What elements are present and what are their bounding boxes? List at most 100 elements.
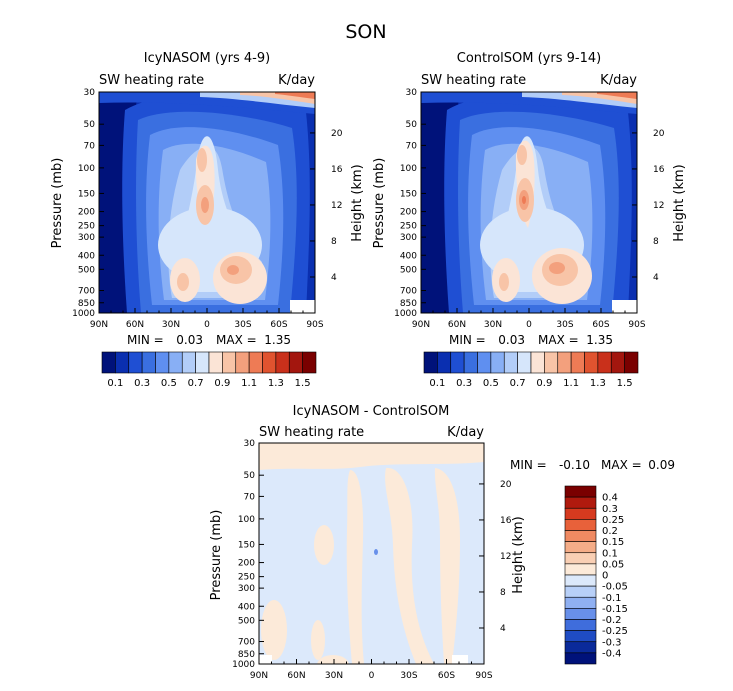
axes: 90N 60N 30N 0 30S 60S 90S 30 50 70 100 150 200 250300… bbox=[394, 88, 665, 330]
height-tick-label: 20 bbox=[653, 129, 665, 139]
max-value: 1.35 bbox=[264, 333, 291, 347]
colorbar-label: 0.5 bbox=[483, 378, 499, 389]
variable-label: SW heating rate bbox=[421, 73, 526, 88]
panel-controlsom: ControlSOM (yrs 9-14) SW heating rate K/… bbox=[372, 51, 687, 389]
y-tick-label: 100 bbox=[238, 515, 255, 525]
panel-difference: IcyNASOM - ControlSOM SW heating rate K/… bbox=[209, 404, 675, 681]
panel-icynasom: IcyNASOM (yrs 4-9) SW heating rate K/day… bbox=[50, 51, 365, 389]
colorbar-swatch bbox=[208, 351, 223, 374]
y-tick-label: 30 bbox=[406, 88, 418, 98]
colorbar-swatch bbox=[564, 496, 597, 509]
colorbar-label: 0.7 bbox=[510, 378, 526, 389]
max-label: MAX = bbox=[538, 333, 579, 347]
colorbar-swatch bbox=[544, 351, 559, 374]
colorbar-label: 0.1 bbox=[602, 548, 618, 559]
contour-fill bbox=[259, 443, 484, 664]
units-label: K/day bbox=[278, 73, 315, 88]
colorbar-swatch bbox=[235, 351, 250, 374]
x-tick-label: 0 bbox=[369, 671, 375, 681]
colorbar-swatch bbox=[195, 351, 210, 374]
height-tick-label: 4 bbox=[500, 624, 506, 634]
colorbar-swatch bbox=[564, 574, 597, 587]
x-tick-label: 90N bbox=[90, 320, 108, 330]
contour-fill bbox=[99, 92, 315, 313]
y-tick-label: 70 bbox=[244, 492, 256, 502]
colorbar-swatch bbox=[262, 351, 277, 374]
colorbar-swatch bbox=[450, 351, 465, 374]
colorbar-swatch bbox=[564, 552, 597, 565]
x-tick-label: 90S bbox=[306, 320, 323, 330]
max-value: 0.09 bbox=[648, 458, 675, 472]
height-tick-label: 20 bbox=[500, 480, 512, 490]
colorbar-label: -0.4 bbox=[602, 648, 622, 659]
colorbar-label: 0.15 bbox=[602, 537, 624, 548]
y-tick-label: 850 bbox=[238, 650, 255, 660]
colorbar-swatch bbox=[437, 351, 452, 374]
units-label: K/day bbox=[447, 425, 484, 440]
colorbar-label: 0 bbox=[602, 571, 608, 582]
y-tick-label: 700 bbox=[238, 638, 255, 648]
y-tick-label: 150 bbox=[238, 540, 255, 550]
y-tick-label: 100 bbox=[400, 164, 417, 174]
colorbar-swatch bbox=[503, 351, 518, 374]
y-tick-label: 400 bbox=[238, 602, 255, 612]
y-tick-label: 50 bbox=[84, 120, 96, 130]
colorbar-swatch bbox=[564, 485, 597, 498]
colorbar-label: 1.5 bbox=[617, 378, 633, 389]
height-tick-label: 8 bbox=[653, 237, 659, 247]
y-tick-label: 700 bbox=[400, 287, 417, 297]
y-tick-label: 700 bbox=[78, 287, 95, 297]
colorbar-label: -0.25 bbox=[602, 626, 628, 637]
colorbar-label: -0.1 bbox=[602, 593, 622, 604]
height-tick-label: 16 bbox=[331, 165, 343, 175]
y-axis-label: Pressure (mb) bbox=[209, 510, 224, 601]
y-tick-label: 150 bbox=[400, 189, 417, 199]
axes: 90N 60N 30N 0 30S 60S 90S 30 50 70 100 150 200 250300… bbox=[72, 88, 343, 330]
x-tick-label: 30S bbox=[234, 320, 251, 330]
colorbar-swatch bbox=[564, 585, 597, 598]
colorbar-swatch bbox=[564, 519, 597, 531]
colorbar-swatch bbox=[570, 351, 585, 374]
units-label: K/day bbox=[600, 73, 637, 88]
height-tick-label: 12 bbox=[331, 201, 342, 211]
x-tick-label: 90N bbox=[250, 671, 268, 681]
colorbar-label: 0.1 bbox=[429, 378, 445, 389]
colorbar-swatch bbox=[584, 351, 599, 374]
colorbar-swatch bbox=[275, 351, 290, 374]
min-value: 0.03 bbox=[176, 333, 203, 347]
colorbar-swatch bbox=[222, 351, 237, 374]
y-tick-label: 850 bbox=[78, 299, 95, 309]
y-tick-label: 850 bbox=[400, 299, 417, 309]
y-tick-label: 500 bbox=[238, 616, 255, 626]
colorbar-swatch bbox=[423, 351, 438, 374]
height-tick-label: 8 bbox=[500, 588, 506, 598]
y-tick-label: 30 bbox=[84, 88, 96, 98]
colorbar-swatch bbox=[564, 608, 597, 620]
y-tick-label: 500 bbox=[78, 265, 95, 275]
y-tick-label: 50 bbox=[244, 471, 256, 481]
max-label: MAX = bbox=[216, 333, 257, 347]
height-tick-label: 20 bbox=[331, 129, 343, 139]
colorbar-swatch bbox=[610, 351, 625, 374]
y-tick-label: 50 bbox=[406, 120, 418, 130]
x-tick-label: 60N bbox=[126, 320, 144, 330]
colorbar-label: 0.1 bbox=[107, 378, 123, 389]
y-tick-label: 70 bbox=[84, 141, 96, 151]
colorbar-label: 0.05 bbox=[602, 559, 624, 570]
x-tick-label: 60S bbox=[438, 671, 455, 681]
colorbar-label: -0.05 bbox=[602, 582, 628, 593]
y-tick-label: 500 bbox=[400, 265, 417, 275]
y-axis-label: Pressure (mb) bbox=[50, 158, 65, 249]
y-tick-label: 200 bbox=[78, 208, 95, 218]
colorbar-label: 0.25 bbox=[602, 515, 624, 526]
colorbar: 0.1 0.3 0.5 0.7 0.9 1.1 1.3 1.5 bbox=[423, 351, 639, 389]
colorbar-label: -0.15 bbox=[602, 604, 628, 615]
y-axis-right-label: Height (km) bbox=[350, 164, 365, 241]
contour-fill bbox=[421, 92, 637, 313]
colorbar-label: 0.9 bbox=[214, 378, 230, 389]
y-tick-label: 1000 bbox=[394, 309, 417, 319]
colorbar-swatch bbox=[564, 619, 597, 631]
colorbar-swatch bbox=[517, 351, 532, 374]
variable-label: SW heating rate bbox=[99, 73, 204, 88]
